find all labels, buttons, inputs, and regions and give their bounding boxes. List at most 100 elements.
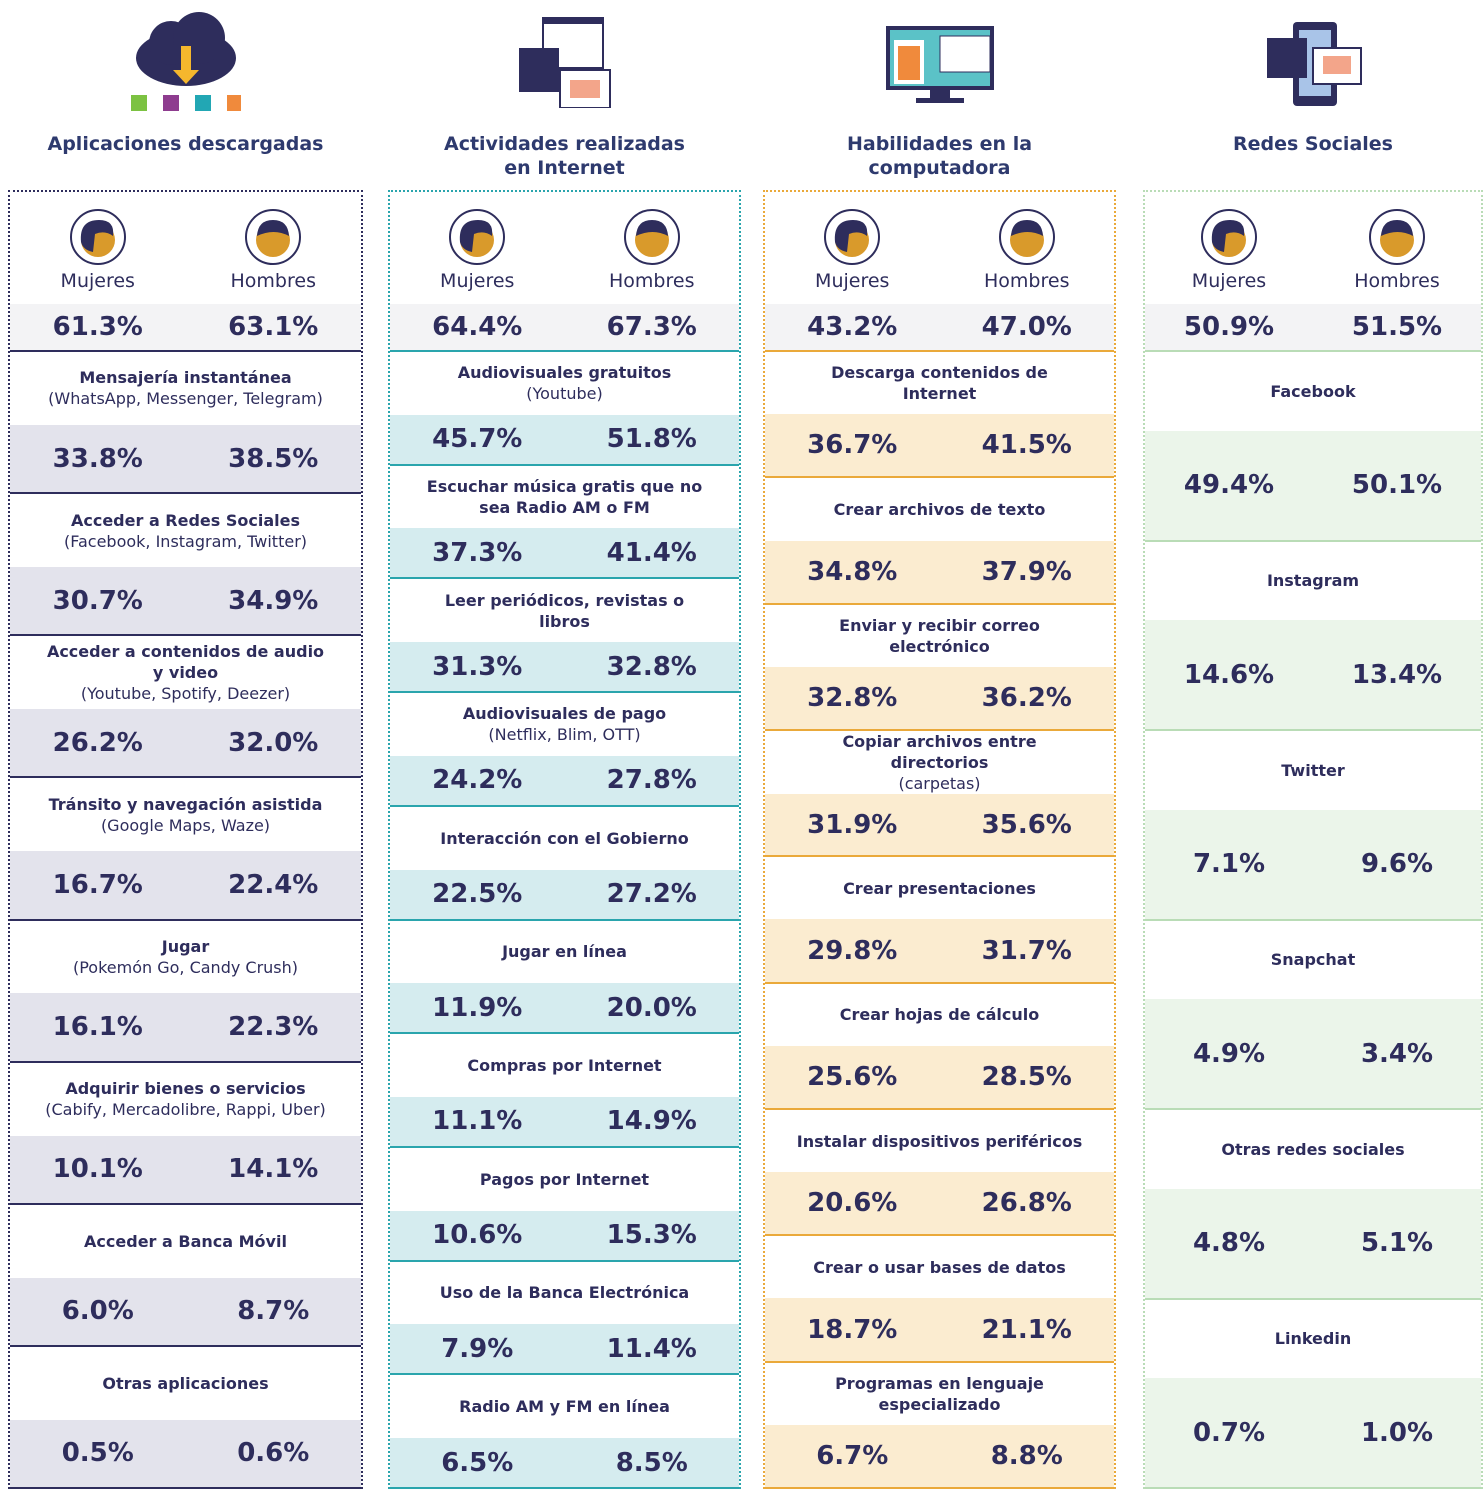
value-row: 0.5% 0.6%	[10, 1419, 361, 1489]
item: Interacción con el Gobierno 22.5% 27.2%	[390, 807, 739, 921]
gender: Hombres	[1313, 192, 1481, 304]
value: 38.5%	[228, 443, 319, 474]
item-label: Instalar dispositivos periféricos	[796, 1131, 1083, 1151]
column: Aplicaciones descargadas Mujeres Hombres 61…	[8, 0, 363, 1489]
value: 1.0%	[1360, 1417, 1434, 1448]
value-row: 6.0% 8.7%	[10, 1277, 361, 1347]
gender-label: Hombres	[609, 270, 695, 292]
gender-label: Hombres	[230, 270, 316, 292]
value-row: 6.7% 8.8%	[765, 1424, 1114, 1489]
item: Crear hojas de cálculo 25.6% 28.5%	[765, 984, 1114, 1110]
value: 20.6%	[807, 1188, 898, 1219]
value-row: 10.6% 15.3%	[390, 1210, 739, 1262]
column-header: Aplicaciones descargadas	[8, 0, 363, 190]
item: Instagram 14.6% 13.4%	[1145, 542, 1481, 731]
value: 10.1%	[52, 1154, 143, 1185]
value: 0.7%	[1192, 1417, 1266, 1448]
value-row: 31.3% 32.8%	[390, 642, 739, 694]
item-label-box: Acceder a contenidos de audio y video (Yo…	[10, 636, 361, 709]
item-label-box: Jugar en línea	[390, 921, 739, 984]
item-sublabel: (Google Maps, Waze)	[100, 815, 271, 835]
item-sublabel: (Youtube, Spotify, Deezer)	[80, 684, 291, 704]
item-label-box: Acceder a Redes Sociales (Facebook, Insta…	[10, 494, 361, 567]
gender: Hombres	[565, 192, 740, 304]
avatar	[623, 209, 680, 265]
item: Mensajería instantánea (WhatsApp, Messeng…	[10, 352, 361, 495]
value-row: 16.1% 22.3%	[10, 993, 361, 1063]
gender: Mujeres	[765, 192, 940, 304]
item-label-box: Compras por Internet	[390, 1034, 739, 1097]
item-label: Instagram	[1266, 571, 1360, 591]
item: Facebook 49.4% 50.1%	[1145, 352, 1481, 542]
column-header: Redes Sociales	[1143, 0, 1483, 190]
summary-row: 43.2% 47.0%	[765, 304, 1114, 352]
item-label: Twitter	[1281, 760, 1345, 780]
value: 11.1%	[432, 1106, 523, 1137]
item-label: Crear o usar bases de datos	[813, 1257, 1066, 1277]
value: 10.6%	[432, 1220, 523, 1251]
value: 0.6%	[237, 1438, 310, 1469]
item-label: Crear hojas de cálculo	[839, 1005, 1040, 1025]
avatar	[69, 209, 126, 265]
value: 6.0%	[61, 1296, 134, 1327]
item-label: Acceder a Banca Móvil	[84, 1231, 287, 1251]
value-row: 10.1% 14.1%	[10, 1135, 361, 1205]
value-row: 45.7% 51.8%	[390, 414, 739, 466]
value: 0.5%	[61, 1438, 134, 1469]
item-label-box: Mensajería instantánea (WhatsApp, Messeng…	[10, 352, 361, 425]
item-label: Tránsito y navegación asistida	[48, 794, 323, 814]
item-label: Descarga contenidos de Internet	[831, 363, 1048, 404]
value: 26.2%	[52, 727, 143, 758]
value: 27.8%	[606, 765, 697, 796]
value: 37.9%	[981, 556, 1072, 587]
value-row: 34.8% 37.9%	[765, 540, 1114, 605]
item-label: Audiovisuales gratuitos	[457, 363, 672, 383]
item-label-box: Pagos por Internet	[390, 1148, 739, 1211]
value-row: 33.8% 38.5%	[10, 424, 361, 495]
value: 50.1%	[1351, 470, 1443, 501]
column-header: Habilidades en la computadora	[763, 0, 1116, 190]
value-row: 36.7% 41.5%	[765, 414, 1114, 479]
value: 34.8%	[807, 556, 898, 587]
item: Twitter 7.1% 9.6%	[1145, 731, 1481, 921]
item-label-box: Leer periódicos, revistas o libros	[390, 579, 739, 642]
value: 31.7%	[981, 935, 1072, 966]
value-row: 7.9% 11.4%	[390, 1324, 739, 1376]
summary-value: 61.3%	[52, 312, 143, 342]
item-label-box: Otras redes sociales	[1145, 1110, 1481, 1189]
item: Snapchat 4.9% 3.4%	[1145, 921, 1481, 1110]
value: 41.5%	[981, 430, 1072, 461]
item: Audiovisuales de pago (Netflix, Blim, OTT…	[390, 693, 739, 807]
column-title: Redes Sociales	[1233, 133, 1393, 155]
item-label-box: Twitter	[1145, 731, 1481, 810]
value: 7.9%	[441, 1333, 514, 1364]
column: Actividades realizadas en Internet Mujere…	[388, 0, 741, 1489]
item: Otras redes sociales 4.8% 5.1%	[1145, 1110, 1481, 1300]
icon	[515, 8, 615, 112]
item: Descarga contenidos de Internet 36.7% 41.5…	[765, 352, 1114, 479]
gender-row: Mujeres Hombres	[10, 192, 361, 304]
value: 33.8%	[52, 443, 143, 474]
column-title: Aplicaciones descargadas	[47, 133, 324, 155]
panel: Mujeres Hombres 43.2% 47.0% Descarga conteni…	[763, 190, 1116, 1489]
value-row: 37.3% 41.4%	[390, 528, 739, 580]
gender: Hombres	[186, 192, 362, 304]
value: 49.4%	[1183, 470, 1275, 501]
gender: Mujeres	[1145, 192, 1313, 304]
item-label-box: Instalar dispositivos periféricos	[765, 1110, 1114, 1172]
value: 4.9%	[1192, 1038, 1266, 1069]
item: Acceder a Banca Móvil 6.0% 8.7%	[10, 1205, 361, 1347]
value-row: 25.6% 28.5%	[765, 1045, 1114, 1110]
item-sublabel: (Pokemón Go, Candy Crush)	[72, 957, 299, 977]
value: 8.5%	[615, 1447, 688, 1478]
item-label-box: Jugar (Pokemón Go, Candy Crush)	[10, 921, 361, 994]
item-sublabel: (Netflix, Blim, OTT)	[488, 725, 641, 745]
value-row: 6.5% 8.5%	[390, 1438, 739, 1489]
item: Uso de la Banca Electrónica 7.9% 11.4%	[390, 1262, 739, 1376]
value-row: 30.7% 34.9%	[10, 567, 361, 637]
item-label: Jugar	[161, 936, 210, 956]
item: Compras por Internet 11.1% 14.9%	[390, 1034, 739, 1148]
value: 16.1%	[52, 1012, 143, 1043]
item: Leer periódicos, revistas o libros 31.3% 3…	[390, 579, 739, 694]
